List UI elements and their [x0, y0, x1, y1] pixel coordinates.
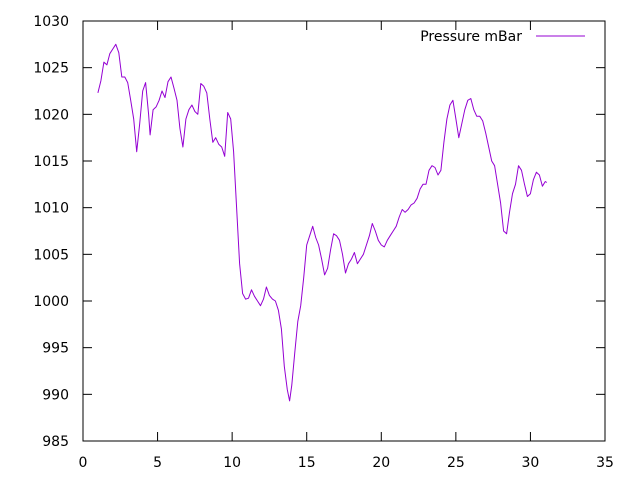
y-axis: 985 990 995 1000 1005 1010 1015 1020 1025 1030	[33, 14, 605, 450]
legend-label: Pressure mBar	[420, 29, 522, 45]
x-tick-label: 20	[372, 455, 390, 471]
y-tick-label: 1000	[33, 294, 69, 310]
x-tick-label: 0	[79, 455, 88, 471]
legend: Pressure mBar	[420, 29, 585, 45]
y-tick-label: 995	[42, 341, 69, 357]
series-line-pressure	[97, 43, 548, 402]
y-tick-label: 1005	[33, 247, 69, 263]
y-tick-label: 990	[42, 387, 69, 403]
y-tick-label: 1020	[33, 107, 69, 123]
y-tick-label: 985	[42, 434, 69, 450]
x-tick-label: 30	[522, 455, 540, 471]
x-tick-label: 10	[223, 455, 241, 471]
y-tick-label: 1030	[33, 14, 69, 30]
y-tick-label: 1015	[33, 154, 69, 170]
y-tick-label: 1025	[33, 61, 69, 77]
x-tick-label: 25	[447, 455, 465, 471]
x-tick-label: 5	[153, 455, 162, 471]
plot-border	[82, 20, 606, 442]
x-tick-label: 15	[298, 455, 316, 471]
x-tick-label: 35	[596, 455, 614, 471]
plot-area	[97, 43, 548, 402]
y-tick-label: 1010	[33, 201, 69, 217]
